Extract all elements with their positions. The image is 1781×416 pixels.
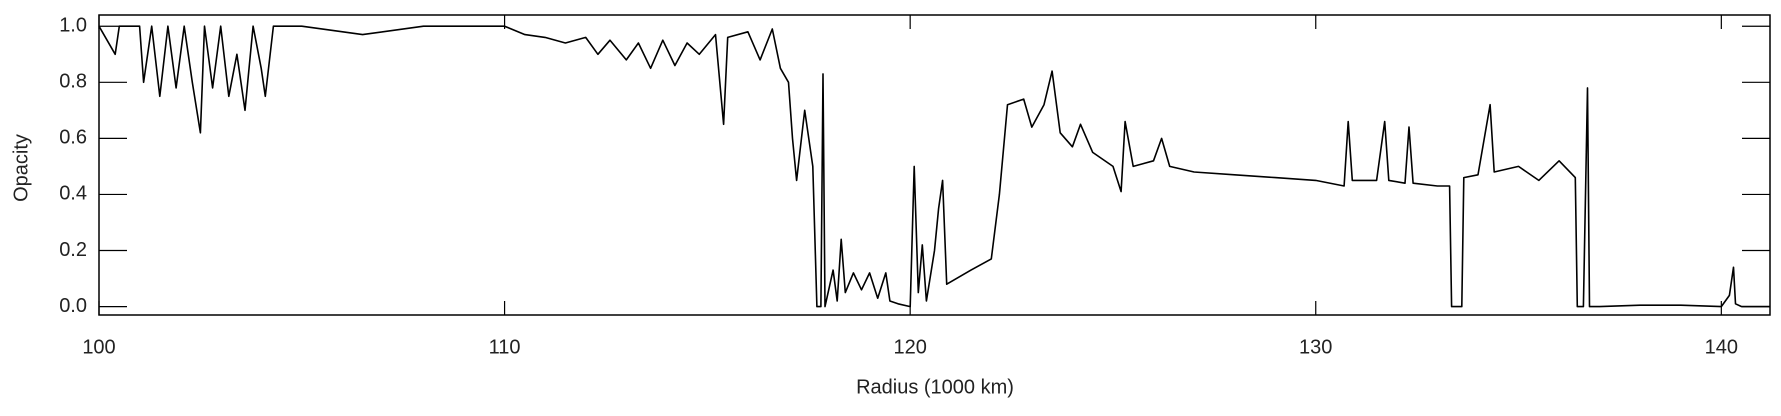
plot-frame [98, 14, 1771, 316]
x-tick-label: 110 [489, 336, 521, 358]
y-tick-label: 0.8 [59, 71, 87, 93]
y-tick-label: 0.2 [59, 239, 87, 261]
y-tick-label: 0.6 [59, 127, 87, 149]
y-tick-label: 1.0 [59, 14, 87, 36]
data-line [98, 25, 1770, 308]
x-axis-label: Radius (1000 km) [856, 376, 1014, 398]
y-axis-label: Opacity [10, 134, 32, 202]
x-tick-label: 120 [893, 336, 926, 358]
x-tick-label: 100 [82, 336, 115, 358]
y-tick-label: 0.0 [59, 295, 87, 317]
x-tick-label: 140 [1705, 336, 1738, 358]
y-tick-label: 0.4 [59, 183, 87, 205]
x-tick-label: 130 [1299, 336, 1332, 358]
